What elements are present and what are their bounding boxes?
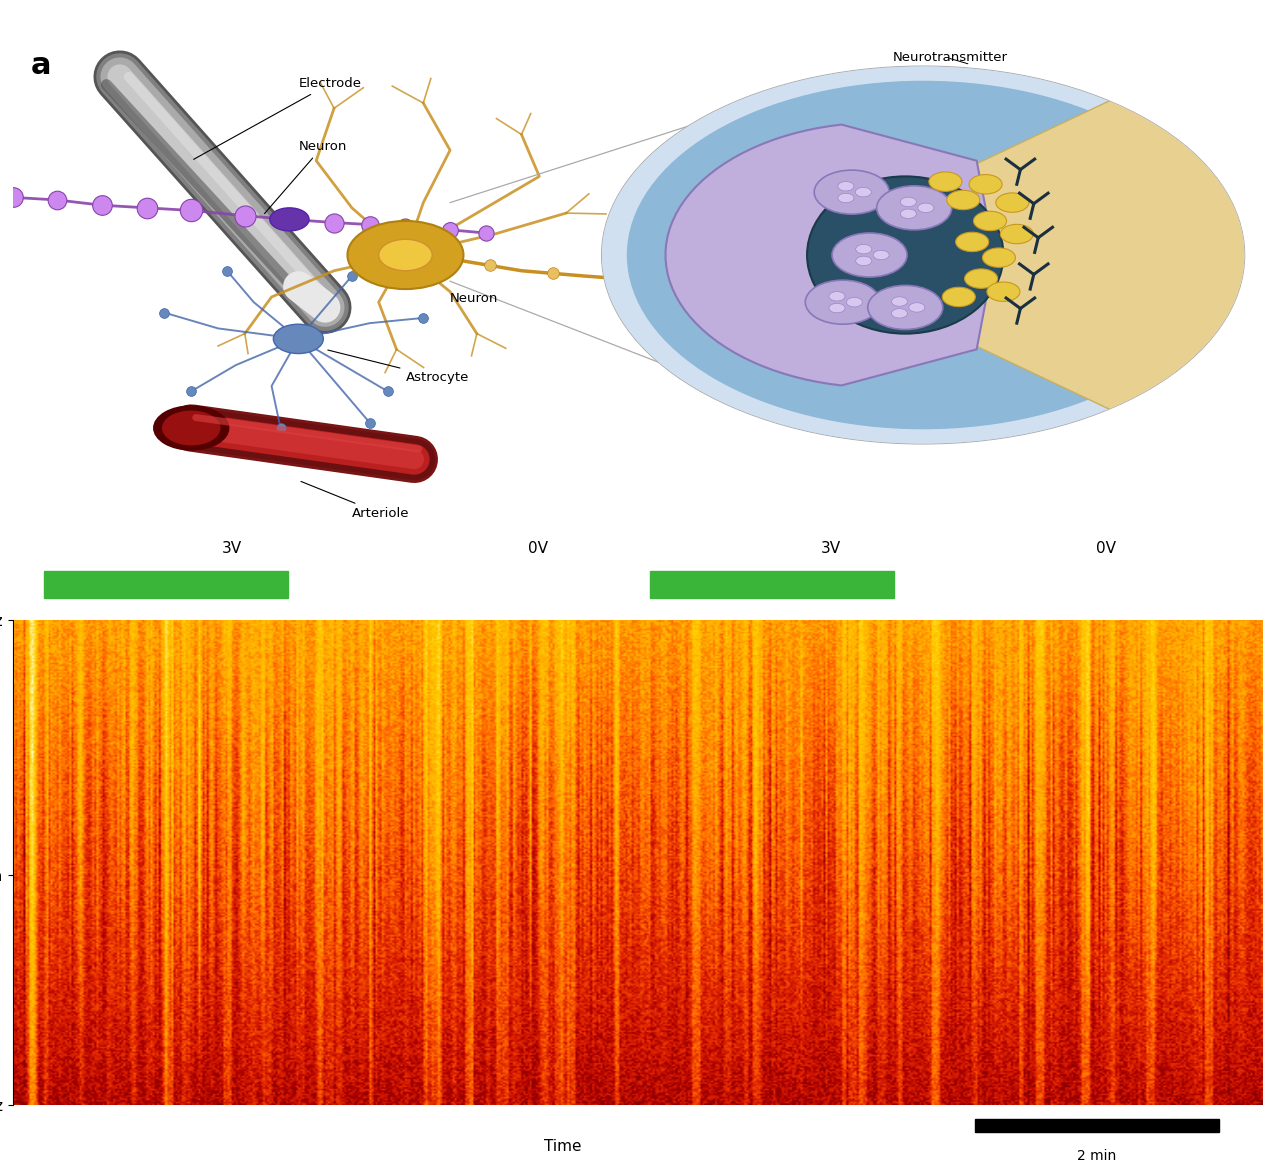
- Point: [440, 221, 460, 240]
- Text: Neuron: Neuron: [450, 292, 499, 305]
- PathPatch shape: [666, 124, 994, 385]
- Text: Neuron: Neuron: [264, 141, 347, 214]
- Point: [217, 262, 237, 280]
- Text: Arteriole: Arteriole: [301, 481, 409, 520]
- Circle shape: [956, 233, 988, 251]
- Point: [47, 191, 68, 209]
- Circle shape: [163, 412, 219, 444]
- PathPatch shape: [932, 84, 1275, 427]
- Point: [543, 264, 564, 283]
- Circle shape: [974, 212, 1006, 230]
- Circle shape: [379, 240, 432, 271]
- Text: 2 min: 2 min: [1077, 1149, 1117, 1163]
- Circle shape: [627, 81, 1219, 429]
- Circle shape: [829, 304, 845, 313]
- Text: Astrocyte: Astrocyte: [328, 350, 469, 384]
- Point: [181, 201, 201, 220]
- Circle shape: [987, 281, 1020, 301]
- Text: Neurotransmitter: Neurotransmitter: [892, 51, 1007, 64]
- Text: Time: Time: [543, 1139, 581, 1154]
- Text: a: a: [31, 51, 51, 79]
- Circle shape: [273, 324, 324, 354]
- Circle shape: [806, 280, 880, 324]
- Circle shape: [154, 406, 228, 450]
- Point: [270, 419, 291, 437]
- Circle shape: [829, 292, 845, 301]
- Point: [136, 199, 157, 217]
- Point: [235, 206, 255, 224]
- Bar: [650, 571, 894, 598]
- Circle shape: [868, 285, 942, 329]
- Circle shape: [929, 172, 961, 192]
- Point: [360, 413, 380, 431]
- Text: 3V: 3V: [222, 542, 241, 556]
- Circle shape: [900, 198, 917, 207]
- Circle shape: [270, 208, 309, 231]
- Point: [3, 188, 23, 207]
- Circle shape: [856, 244, 872, 254]
- Circle shape: [965, 269, 997, 288]
- Circle shape: [602, 66, 1244, 444]
- Point: [476, 223, 496, 242]
- Point: [279, 211, 300, 229]
- Circle shape: [969, 174, 1002, 194]
- Bar: [975, 1120, 1219, 1132]
- Point: [413, 308, 434, 327]
- Circle shape: [847, 298, 862, 307]
- Circle shape: [909, 302, 924, 312]
- Point: [92, 195, 112, 214]
- Circle shape: [347, 221, 464, 290]
- Text: Electrode: Electrode: [194, 77, 361, 159]
- Point: [154, 304, 175, 322]
- Text: 0V: 0V: [1096, 542, 1116, 556]
- Bar: [43, 571, 288, 598]
- Point: [672, 272, 692, 291]
- Circle shape: [1001, 224, 1033, 244]
- Point: [360, 215, 380, 234]
- Circle shape: [983, 248, 1015, 267]
- Circle shape: [838, 181, 854, 191]
- Circle shape: [833, 233, 907, 277]
- Circle shape: [891, 308, 908, 317]
- Circle shape: [838, 193, 854, 202]
- Circle shape: [815, 170, 889, 214]
- Point: [324, 213, 344, 231]
- Circle shape: [900, 209, 917, 219]
- Ellipse shape: [807, 177, 1003, 334]
- Circle shape: [918, 204, 933, 213]
- Point: [479, 256, 500, 274]
- Point: [377, 381, 398, 400]
- Point: [609, 270, 630, 288]
- Circle shape: [856, 187, 871, 197]
- Point: [181, 381, 201, 400]
- Point: [395, 217, 416, 236]
- Text: 3V: 3V: [821, 542, 842, 556]
- Circle shape: [891, 297, 908, 306]
- Circle shape: [942, 287, 975, 307]
- Text: 0V: 0V: [528, 542, 547, 556]
- Circle shape: [873, 250, 889, 259]
- Circle shape: [856, 256, 872, 265]
- Circle shape: [996, 193, 1029, 213]
- Circle shape: [877, 186, 951, 230]
- Circle shape: [947, 191, 979, 209]
- Point: [342, 266, 362, 285]
